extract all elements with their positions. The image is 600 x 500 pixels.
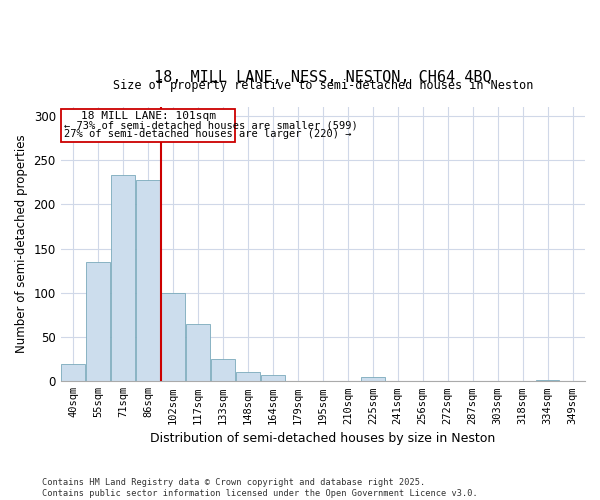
- Title: 18, MILL LANE, NESS, NESTON, CH64 4BQ: 18, MILL LANE, NESS, NESTON, CH64 4BQ: [154, 70, 491, 85]
- Bar: [211, 359, 235, 382]
- Text: 27% of semi-detached houses are larger (220) →: 27% of semi-detached houses are larger (…: [64, 129, 351, 139]
- Y-axis label: Number of semi-detached properties: Number of semi-detached properties: [15, 135, 28, 354]
- Bar: [111, 175, 135, 382]
- Bar: [186, 324, 210, 382]
- Bar: [536, 380, 559, 382]
- Bar: [61, 364, 85, 382]
- Bar: [136, 180, 160, 382]
- X-axis label: Distribution of semi-detached houses by size in Neston: Distribution of semi-detached houses by …: [150, 432, 496, 445]
- Bar: [361, 377, 385, 382]
- Bar: [261, 375, 285, 382]
- Text: 18 MILL LANE: 101sqm: 18 MILL LANE: 101sqm: [81, 112, 216, 122]
- Bar: [236, 372, 260, 382]
- Text: Contains HM Land Registry data © Crown copyright and database right 2025.
Contai: Contains HM Land Registry data © Crown c…: [42, 478, 478, 498]
- Bar: [86, 262, 110, 382]
- FancyBboxPatch shape: [61, 109, 235, 142]
- Bar: [161, 293, 185, 382]
- Text: ← 73% of semi-detached houses are smaller (599): ← 73% of semi-detached houses are smalle…: [64, 120, 358, 130]
- Text: Size of property relative to semi-detached houses in Neston: Size of property relative to semi-detach…: [113, 79, 533, 92]
